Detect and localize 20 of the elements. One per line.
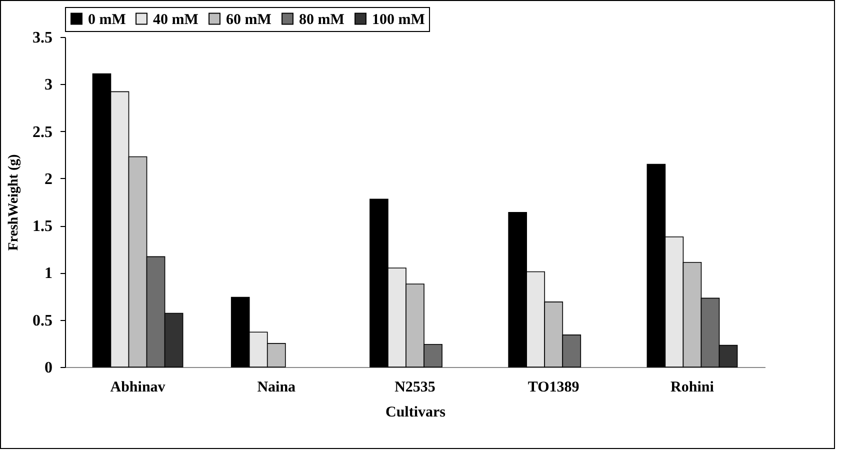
y-tick-label: 2 — [44, 170, 52, 188]
legend-label: 0 mM — [88, 12, 126, 28]
y-axis-title: FreshWeight (g) — [6, 154, 22, 251]
legend-label: 100 mM — [372, 12, 425, 28]
y-tick-label: 0 — [44, 360, 52, 376]
y-tick-label: 2.5 — [32, 124, 52, 141]
x-tick-label: Naina — [257, 380, 296, 396]
legend-label: 60 mM — [226, 12, 272, 28]
legend-label: 40 mM — [153, 12, 198, 28]
y-tick-label: 3 — [44, 76, 52, 94]
y-tick-label: 1.5 — [32, 218, 52, 236]
legend-label: 80 mM — [299, 12, 344, 28]
x-tick-label: TO1389 — [528, 380, 580, 396]
x-axis-title: Cultivars — [386, 404, 446, 420]
y-tick-label: 1 — [44, 265, 52, 282]
y-tick-label: 3.5 — [32, 30, 52, 46]
x-tick-label: N2535 — [394, 380, 436, 396]
x-tick-label: Abhinav — [110, 380, 166, 396]
y-tick-label: 0.5 — [32, 312, 52, 330]
x-tick-label: Rohini — [670, 380, 714, 396]
